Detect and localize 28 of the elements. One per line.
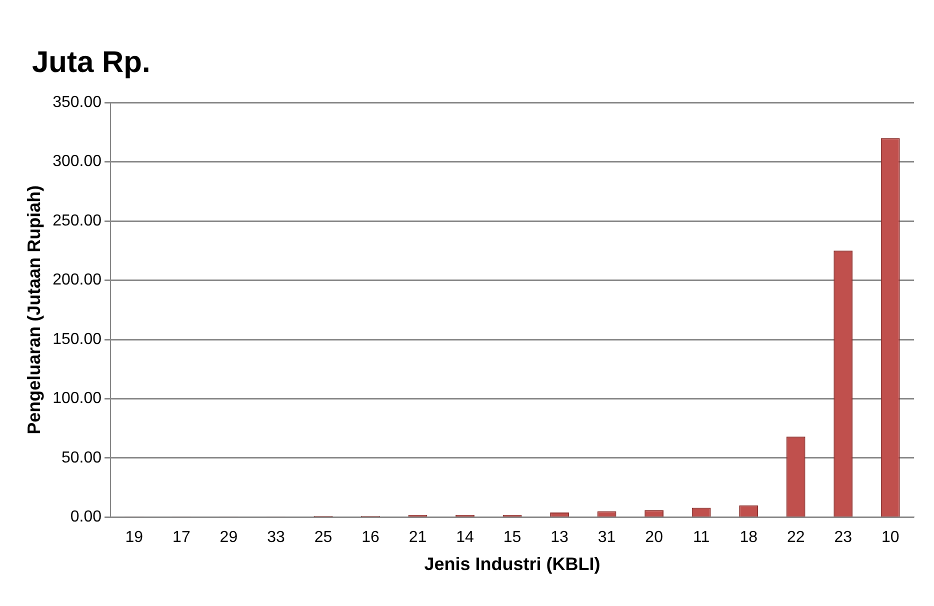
x-tick-label: 14 [456,529,474,546]
x-tick-label: 22 [786,529,805,546]
x-tick-label: 11 [693,529,710,546]
x-tick-label: 33 [267,529,285,546]
y-axis-title: Pengeluaran (Jutaan Rupiah) [24,185,44,434]
x-tick-label: 18 [740,529,758,546]
x-axis-title: Jenis Industri (KBLI) [424,554,600,574]
x-tick-label: 20 [645,529,664,546]
y-tick-label: 350.00 [52,94,102,112]
x-tick-label: 29 [220,529,238,546]
x-tick-label: 10 [881,529,900,546]
x-tick-label: 15 [503,529,522,546]
x-tick-label: 16 [362,529,380,546]
y-tick-label: 150.00 [52,330,102,348]
y-tick-label: 0.00 [70,508,102,526]
y-tick-label: 250.00 [52,212,102,230]
x-tick-label: 17 [172,529,190,546]
y-tick-label: 200.00 [52,272,102,289]
chart-title: Juta Rp. [32,46,150,80]
x-tick-label: 23 [834,529,852,546]
x-tick-label: 19 [125,529,144,546]
x-tick-label: 31 [598,529,616,546]
x-tick-label: 21 [408,529,427,546]
x-tick-label: 25 [314,529,332,546]
y-tick-label: 300.00 [52,153,102,170]
y-tick-label: 50.00 [61,449,102,466]
x-tick-label: 13 [550,529,569,546]
y-tick-label: 100.00 [52,390,102,408]
